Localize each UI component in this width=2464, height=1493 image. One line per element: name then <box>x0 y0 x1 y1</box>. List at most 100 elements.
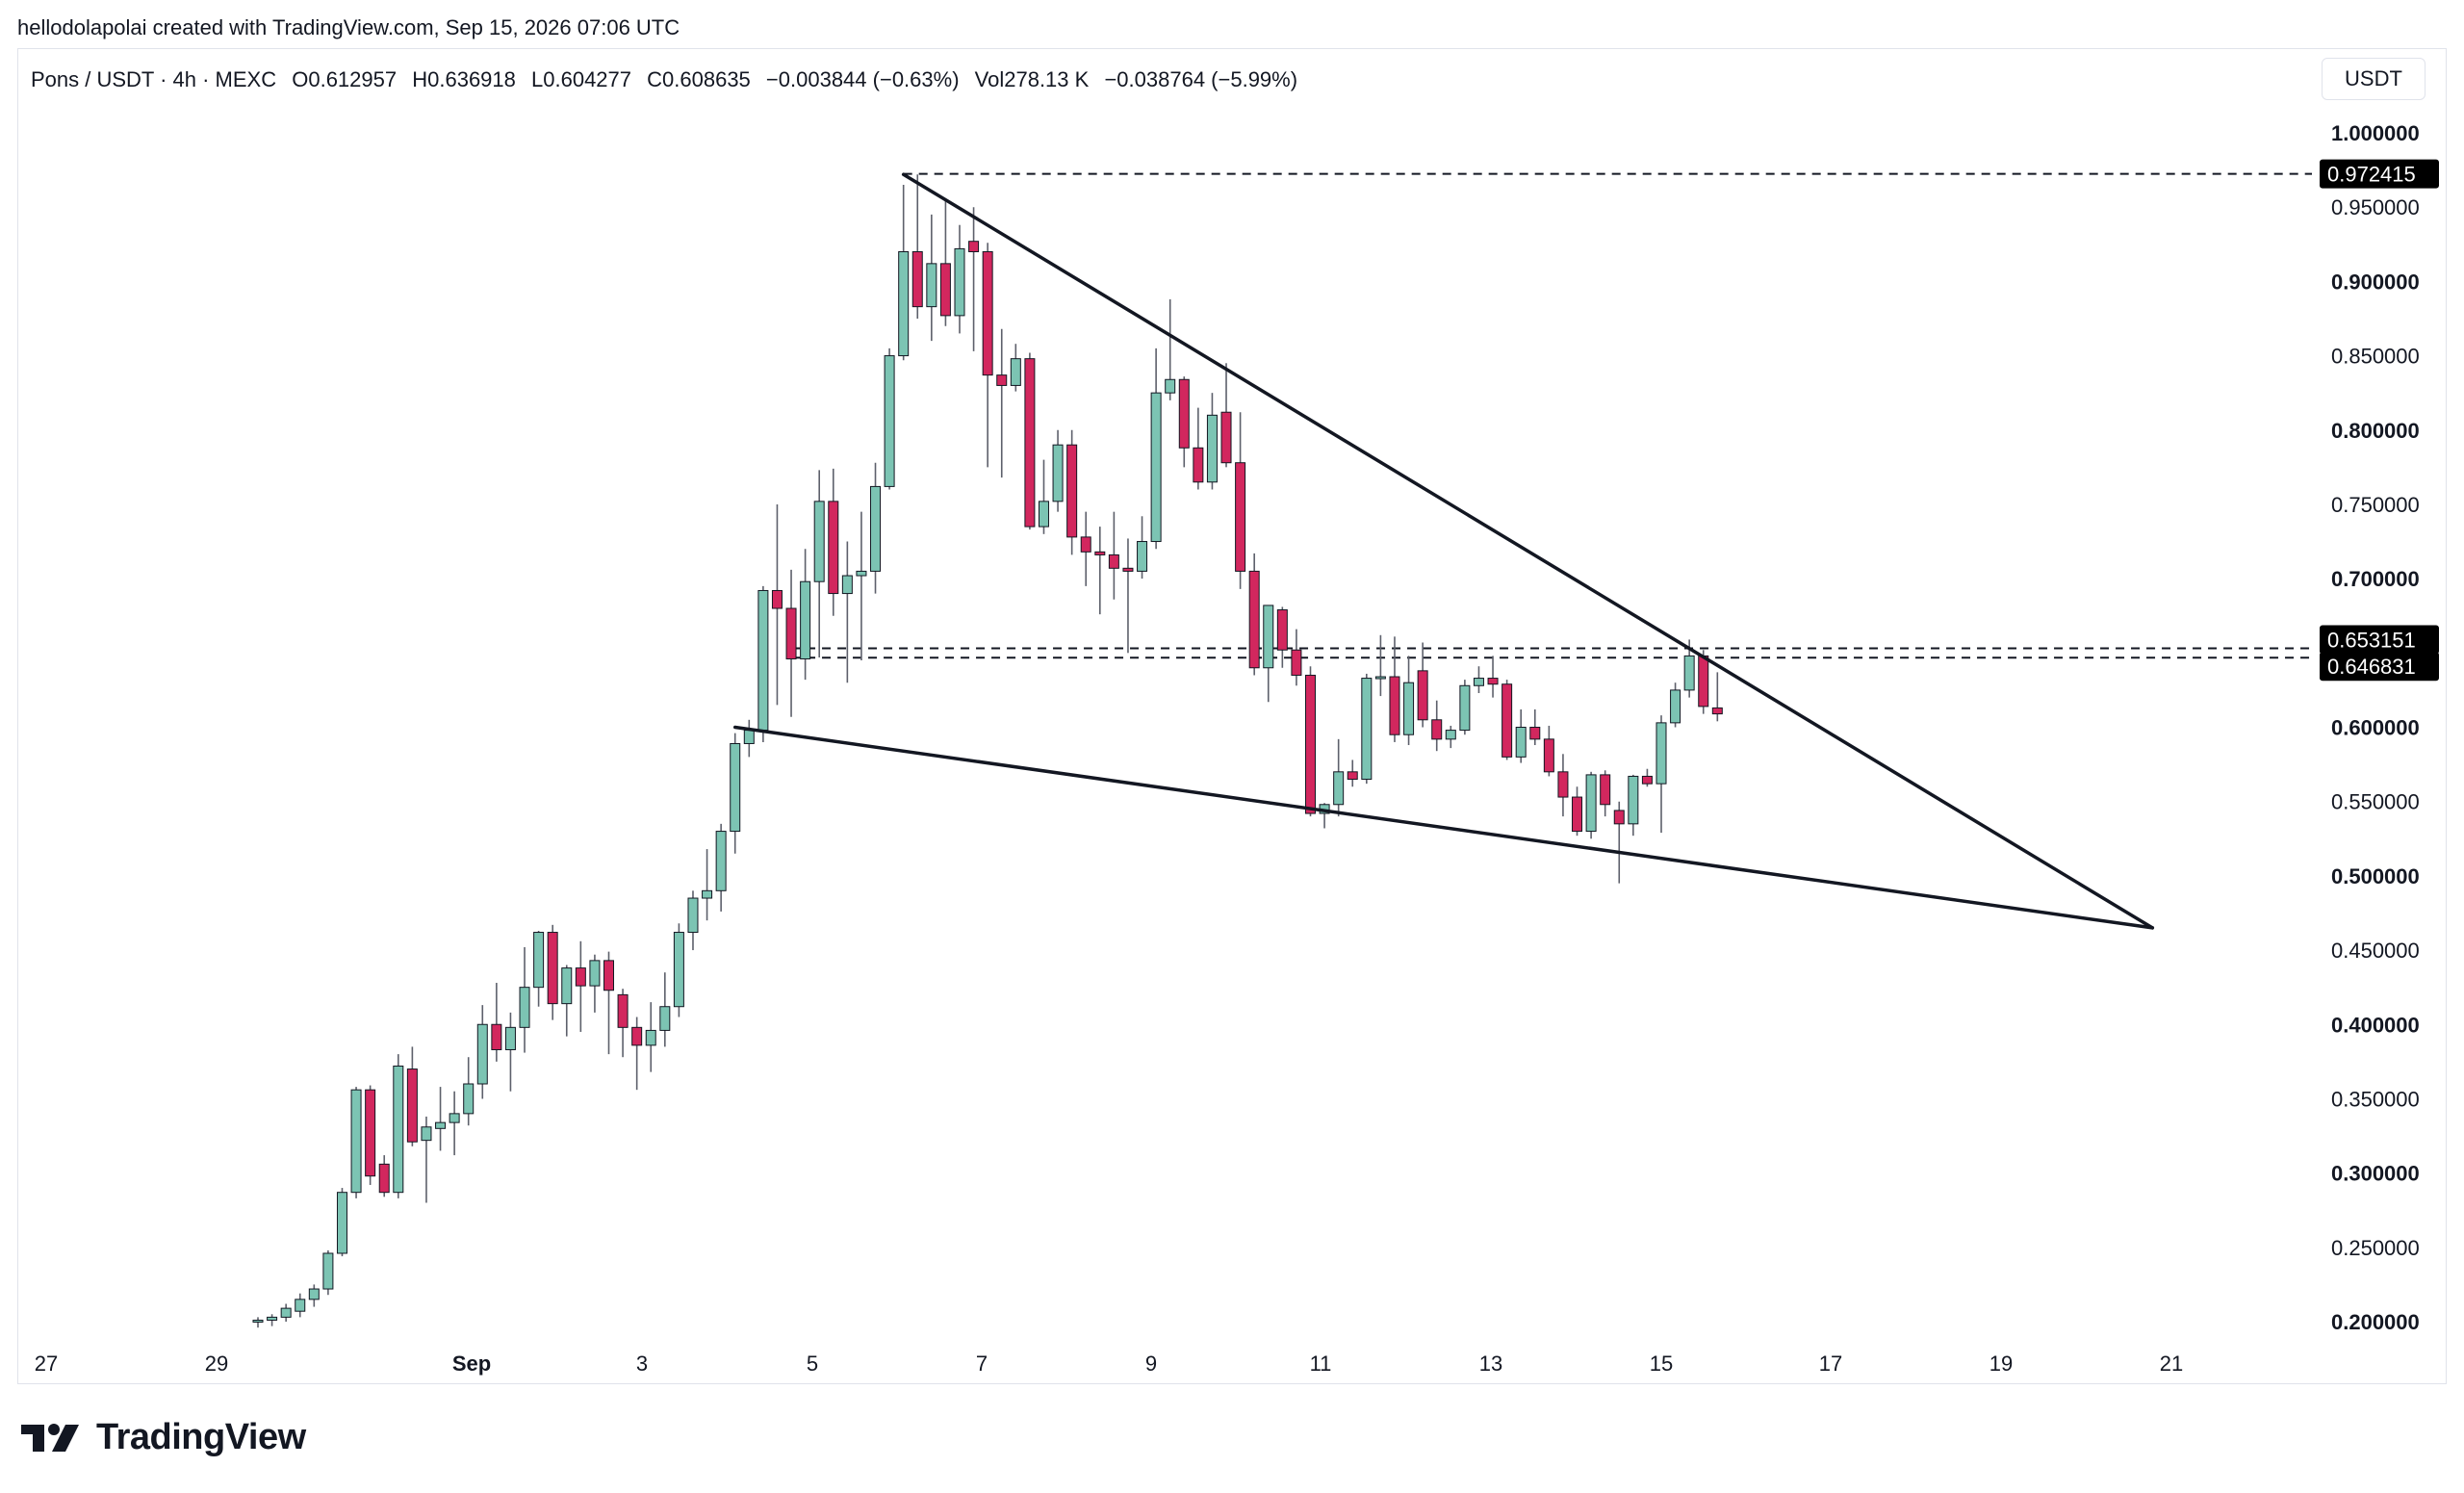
candle-body <box>1515 727 1527 758</box>
candle-body <box>336 1192 347 1254</box>
candle-body <box>1683 655 1695 691</box>
candle-body <box>841 575 853 595</box>
legend-change: −0.003844 (−0.63%) <box>765 67 960 91</box>
candle-body <box>1347 771 1358 781</box>
candle-body <box>1389 676 1400 735</box>
candle-body <box>1431 719 1443 740</box>
candle-body <box>1711 707 1723 715</box>
y-tick-label: 0.550000 <box>2331 790 2420 814</box>
candle-body <box>603 960 614 991</box>
x-tick-label: 29 <box>205 1351 228 1376</box>
candle-body <box>1206 414 1218 483</box>
candle-body <box>1374 676 1386 680</box>
price-tag-label: 0.653151 <box>2327 628 2416 652</box>
y-tick-label: 0.800000 <box>2331 419 2420 443</box>
chart-caption: hellodolapolai created with TradingView.… <box>17 15 680 39</box>
price-tag-box <box>2320 625 2439 655</box>
candle-body <box>982 251 993 376</box>
candle-body <box>435 1121 447 1129</box>
candle-body <box>1052 444 1064 502</box>
y-tick-label: 0.300000 <box>2331 1162 2420 1186</box>
candle-body <box>800 580 811 659</box>
price-tag-box <box>2320 159 2439 189</box>
candle-body <box>911 251 923 308</box>
candle-body <box>1122 567 1134 572</box>
legend-open: O0.612957 <box>292 67 398 91</box>
candle-body <box>1656 722 1667 785</box>
candle-body <box>757 589 769 732</box>
candle-body <box>939 263 951 317</box>
candle-body <box>1670 689 1681 724</box>
candle-body <box>1473 678 1484 686</box>
candle-body <box>702 889 713 899</box>
x-tick-label: 9 <box>1145 1351 1157 1376</box>
candle-body <box>575 967 586 987</box>
candle-body <box>1459 684 1471 732</box>
candle-body <box>1178 378 1190 449</box>
candle-body <box>1193 447 1204 483</box>
candle-body <box>308 1288 320 1300</box>
candle-body <box>393 1065 404 1194</box>
candle-body <box>1024 358 1036 528</box>
candle-body <box>533 932 545 989</box>
candle-body <box>322 1252 334 1290</box>
candle-body <box>1080 536 1091 553</box>
candle-body <box>1263 605 1274 669</box>
candle-body <box>1641 775 1653 785</box>
candle-body <box>687 897 699 934</box>
candle-body <box>1572 796 1583 833</box>
candle-body <box>1220 411 1232 464</box>
candle-body <box>1108 553 1119 569</box>
candle-body <box>631 1026 643 1046</box>
candle-body <box>1305 674 1316 814</box>
tradingview-brand[interactable]: TradingView <box>19 1417 306 1458</box>
legend-low: L0.604277 <box>531 67 632 91</box>
x-tick-label: 13 <box>1479 1351 1502 1376</box>
candle-body <box>252 1319 264 1323</box>
candle-body <box>280 1307 292 1318</box>
candle-body <box>1235 462 1246 572</box>
y-tick-label: 0.200000 <box>2331 1310 2420 1334</box>
legend-close: C0.608635 <box>647 67 751 91</box>
candle-body <box>968 241 980 253</box>
candle-body <box>350 1089 362 1194</box>
legend-symbol[interactable]: Pons / USDT · 4h · MEXC <box>31 67 277 91</box>
candle-body <box>1628 775 1639 825</box>
candle-body <box>715 831 727 891</box>
candle-body <box>813 501 825 582</box>
upper-trendline <box>901 172 2155 930</box>
candle-body <box>589 960 601 987</box>
candle-body <box>1445 730 1456 740</box>
x-tick-label: 19 <box>1989 1351 2013 1376</box>
y-tick-label: 0.450000 <box>2331 939 2420 963</box>
symbol-legend: Pons / USDT · 4h · MEXC O0.612957 H0.636… <box>31 67 1307 92</box>
candle-body <box>463 1083 475 1115</box>
legend-high: H0.636918 <box>412 67 516 91</box>
y-tick-label: 0.600000 <box>2331 716 2420 740</box>
tradingview-wordmark: TradingView <box>96 1417 306 1457</box>
candle-body <box>898 251 910 357</box>
candle-body <box>743 730 755 744</box>
y-tick-label: 0.700000 <box>2331 567 2420 591</box>
candle-body <box>1417 670 1428 721</box>
candle-body <box>1600 774 1611 806</box>
candle-body <box>856 570 867 577</box>
candle-body <box>617 993 629 1028</box>
candle-body <box>673 932 684 1008</box>
candle-body <box>547 932 558 1005</box>
tradingview-logo-icon <box>21 1423 79 1452</box>
x-tick-label: 17 <box>1819 1351 1842 1376</box>
candle-body <box>730 742 741 833</box>
candle-body <box>1276 609 1288 651</box>
candle-body <box>771 589 783 609</box>
candle-body <box>870 485 882 572</box>
candle-body <box>1585 774 1597 833</box>
legend-volume: Vol278.13 K <box>974 67 1090 91</box>
currency-unit-button[interactable]: USDT <box>2322 58 2426 100</box>
y-tick-label: 0.400000 <box>2331 1013 2420 1037</box>
candle-body <box>785 607 797 659</box>
x-tick-label: 11 <box>1310 1351 1332 1376</box>
candle-body <box>1150 392 1162 543</box>
candle-body <box>1137 541 1148 572</box>
